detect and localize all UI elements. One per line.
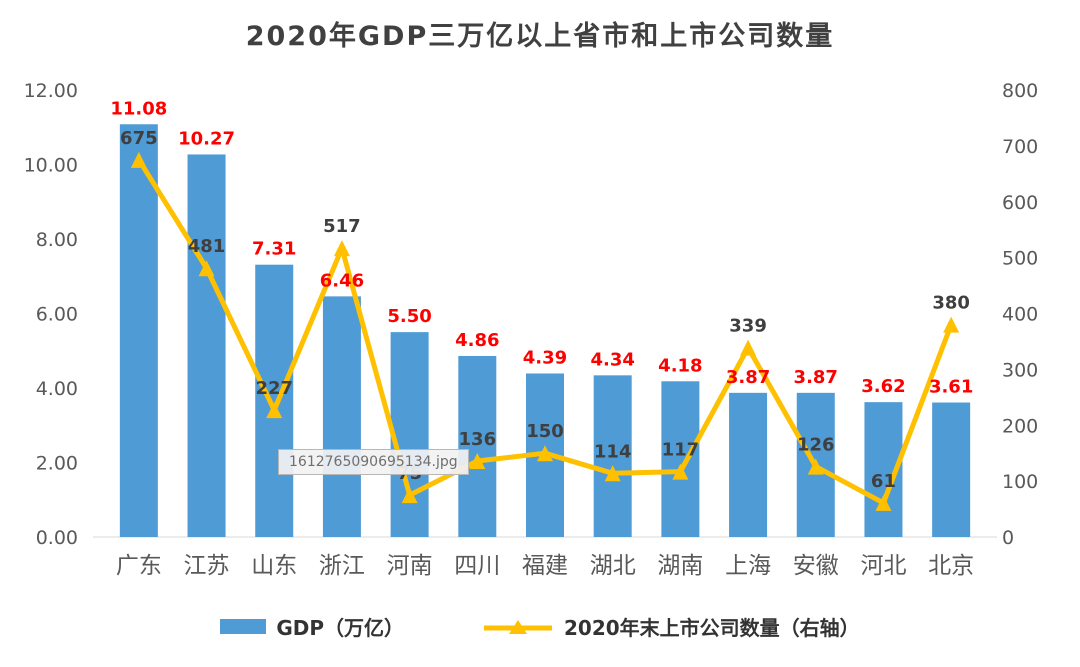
combo-chart: 0.00 2.00 4.00 6.00 8.00 10.00 12.00 0 100 200 300… <box>24 80 1039 579</box>
legend-item-companies: 2020年末上市公司数量（右轴） <box>482 612 860 641</box>
company-line-swatch-icon <box>482 618 554 636</box>
gdp-value-label: 4.39 <box>523 347 567 368</box>
company-marker-icon <box>401 487 418 504</box>
gdp-bar <box>322 296 361 537</box>
right-axis-tick: 100 <box>1002 471 1038 493</box>
gdp-bar <box>729 392 768 537</box>
company-value-label: 61 <box>871 471 896 492</box>
gdp-value-label: 6.46 <box>320 270 364 291</box>
company-value-label: 117 <box>662 440 700 461</box>
category-label: 四川 <box>454 553 500 579</box>
company-marker-icon <box>672 463 689 480</box>
company-marker-icon <box>875 494 892 511</box>
left-axis-tick: 10.00 <box>24 155 78 177</box>
company-marker-icon <box>537 445 553 462</box>
company-value-label: 339 <box>729 316 767 337</box>
right-axis-tick: 200 <box>1002 415 1038 437</box>
company-value-label: 126 <box>797 435 835 456</box>
right-axis-tick: 0 <box>1002 527 1014 549</box>
legend-gdp-label: GDP（万亿） <box>276 616 404 640</box>
company-value-label: 150 <box>526 421 564 442</box>
gdp-value-label: 4.18 <box>658 355 702 376</box>
left-axis-tick: 4.00 <box>36 378 78 400</box>
gdp-value-label: 3.61 <box>929 377 973 398</box>
company-marker-icon <box>604 465 621 482</box>
company-value-label: 481 <box>188 236 226 257</box>
gdp-bar-swatch-icon <box>220 619 267 634</box>
legend-companies-label: 2020年末上市公司数量（右轴） <box>564 616 860 640</box>
category-label: 湖南 <box>657 553 703 579</box>
company-value-label: 675 <box>120 128 158 149</box>
category-label: 广东 <box>116 553 162 579</box>
gdp-value-label: 3.87 <box>794 367 838 388</box>
gdp-bar <box>593 375 632 537</box>
company-marker-icon <box>807 458 824 475</box>
left-axis-tick: 12.00 <box>24 80 78 102</box>
company-value-label: 227 <box>255 378 293 399</box>
legend: GDP（万亿） 2020年末上市公司数量（右轴） <box>0 612 1080 641</box>
right-axis-tick: 800 <box>1002 80 1038 102</box>
right-axis-tick: 500 <box>1002 248 1038 270</box>
chart-title: 2020年GDP三万亿以上省市和上市公司数量 <box>245 21 835 52</box>
company-marker-icon <box>266 402 283 419</box>
gdp-bar <box>187 154 226 537</box>
gdp-bar <box>390 332 429 537</box>
watermark-label: 1612765090695134.jpg <box>278 449 469 475</box>
left-axis-tick: 6.00 <box>36 304 78 326</box>
company-marker-icon <box>469 453 486 470</box>
left-axis-tick: 8.00 <box>36 229 78 251</box>
category-label: 河北 <box>860 553 906 579</box>
company-marker-icon <box>130 151 147 168</box>
gdp-value-label: 7.31 <box>252 239 296 260</box>
category-label: 浙江 <box>319 553 365 579</box>
category-label: 北京 <box>928 553 974 579</box>
right-axis-tick: 400 <box>1002 304 1038 326</box>
right-axis-tick: 600 <box>1002 192 1038 214</box>
gdp-value-label: 10.27 <box>178 128 235 149</box>
category-label: 安徽 <box>793 553 839 579</box>
gdp-bar <box>932 402 971 537</box>
gdp-bar <box>255 264 294 537</box>
company-marker-icon <box>198 260 215 277</box>
company-value-label: 517 <box>323 216 361 237</box>
company-marker-icon <box>333 240 350 257</box>
company-value-label: 380 <box>932 293 970 314</box>
legend-item-gdp: GDP（万亿） <box>220 612 404 641</box>
company-marker-icon <box>740 339 757 356</box>
category-label: 福建 <box>522 553 568 579</box>
gdp-value-label: 4.86 <box>455 330 499 351</box>
left-axis-tick: 2.00 <box>36 453 78 475</box>
gdp-value-label: 3.62 <box>861 376 905 397</box>
gdp-value-label: 5.50 <box>387 306 431 327</box>
gdp-value-label: 3.87 <box>726 367 770 388</box>
gdp-value-label: 4.34 <box>590 349 634 370</box>
right-axis-tick: 300 <box>1002 359 1038 381</box>
company-value-label: 136 <box>459 429 497 450</box>
company-marker-icon <box>943 316 960 333</box>
right-axis-tick: 700 <box>1002 136 1038 158</box>
gdp-bar <box>458 355 497 537</box>
category-label: 湖北 <box>590 553 636 579</box>
gdp-value-label: 11.08 <box>110 98 167 119</box>
left-axis-tick: 0.00 <box>36 527 78 549</box>
category-label: 山东 <box>251 553 297 579</box>
company-value-label: 114 <box>594 441 632 462</box>
gdp-bar <box>661 381 700 537</box>
gdp-bar <box>119 124 158 538</box>
category-label: 江苏 <box>184 553 230 579</box>
category-label: 上海 <box>725 553 771 579</box>
category-label: 河南 <box>387 553 433 579</box>
